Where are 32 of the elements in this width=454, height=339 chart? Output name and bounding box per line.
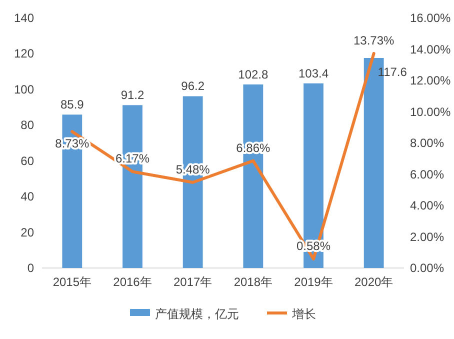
y-tick-label: 40: [20, 190, 34, 204]
y2-tick-label: 0.00%: [410, 261, 444, 275]
y-tick-label: 100: [14, 82, 34, 96]
y2-tick-label: 12.00%: [410, 74, 452, 88]
data-label: 91.2: [120, 88, 144, 102]
x-tick-label: 2019年: [294, 275, 333, 289]
y2-tick-label: 16.00%: [410, 11, 452, 25]
y2-tick-label: 6.00%: [410, 167, 444, 182]
legend-label: 增长: [291, 307, 316, 321]
data-label: 85.9: [60, 98, 84, 112]
y-tick-label: 80: [20, 118, 34, 132]
x-tick-label: 2020年: [354, 275, 394, 289]
data-label: 13.73%: [353, 33, 395, 48]
data-label: 0.58%: [296, 238, 331, 253]
y2-tick-label: 4.00%: [410, 198, 444, 212]
y2-tick-label: 14.00%: [410, 42, 452, 56]
x-tick-label: 2017年: [173, 275, 212, 289]
x-tick-label: 2016年: [113, 275, 152, 289]
legend-label: 产值规模，亿元: [155, 307, 239, 321]
data-label: 96.2: [181, 79, 205, 94]
x-tick-label: 2015年: [52, 275, 92, 289]
data-label: 103.4: [298, 66, 329, 80]
y2-tick-label: 2.00%: [410, 230, 444, 244]
y2-tick-label: 10.00%: [410, 104, 452, 119]
y-tick-label: 140: [14, 11, 34, 25]
x-tick-label: 2018年: [234, 275, 273, 289]
y-tick-label: 60: [20, 154, 34, 168]
y-tick-label: 120: [14, 46, 34, 61]
data-label: 102.8: [238, 67, 269, 82]
y-tick-label: 0: [27, 261, 34, 275]
y-tick-label: 20: [20, 225, 34, 240]
y2-tick-label: 8.00%: [410, 136, 444, 150]
